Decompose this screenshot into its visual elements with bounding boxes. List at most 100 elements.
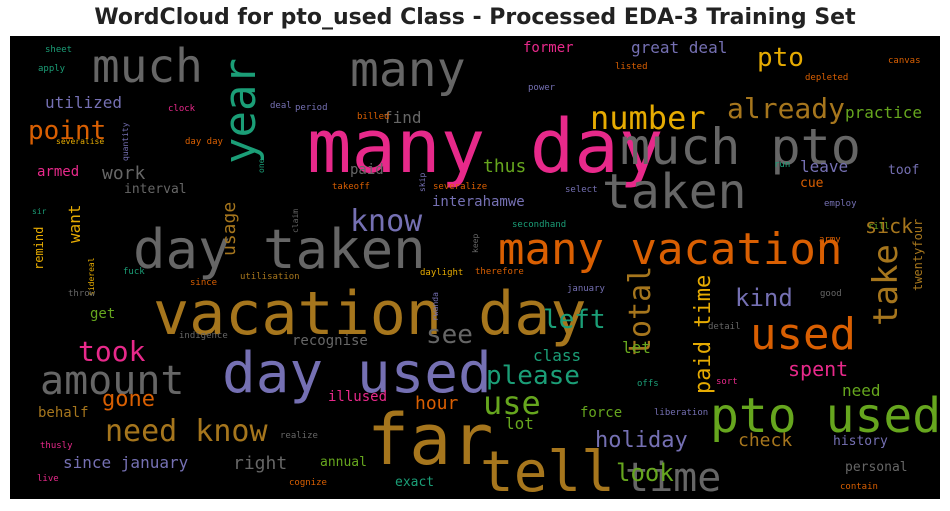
- cloud-word: holiday: [595, 428, 688, 453]
- cloud-word: deal: [270, 101, 292, 111]
- cloud-word: class: [533, 346, 581, 365]
- cloud-word: already: [727, 92, 845, 125]
- cloud-word: amount: [40, 358, 185, 404]
- cloud-word: cognize: [289, 478, 327, 488]
- cloud-word: many: [350, 42, 466, 98]
- cloud-word: select: [565, 185, 598, 195]
- cloud-word: severalise: [56, 137, 104, 146]
- cloud-word: rill: [868, 222, 890, 232]
- cloud-word: quantity: [121, 122, 130, 161]
- cloud-word: interval: [124, 182, 187, 197]
- cloud-word: hour: [415, 393, 459, 414]
- cloud-word: realize: [280, 431, 318, 441]
- cloud-word: thus: [483, 156, 526, 177]
- cloud-word: secondhand: [512, 220, 566, 230]
- cloud-word: army: [819, 235, 841, 245]
- cloud-word: sheet: [45, 45, 72, 55]
- cloud-word: tell: [480, 440, 615, 499]
- cloud-word: total: [623, 266, 658, 356]
- cloud-word: illused: [328, 389, 387, 405]
- cloud-word: keep: [471, 234, 480, 253]
- cloud-word: day day: [185, 137, 224, 147]
- cloud-word: period: [295, 103, 328, 113]
- cloud-word: detail: [708, 322, 741, 332]
- cloud-word: kind: [735, 284, 793, 312]
- cloud-word: behalf: [38, 405, 89, 421]
- cloud-word: right: [233, 453, 287, 474]
- cloud-word: need know: [105, 414, 268, 449]
- cloud-word: paid time: [691, 275, 716, 394]
- cloud-word: know: [350, 204, 423, 239]
- cloud-word: exact: [395, 475, 434, 490]
- cloud-word: apply: [38, 64, 66, 74]
- cloud-word: toof: [888, 163, 919, 178]
- cloud-word: day used: [222, 341, 492, 406]
- cloud-word: offs: [637, 379, 659, 389]
- cloud-word: work: [102, 163, 146, 184]
- cloud-word: rwanda: [431, 292, 440, 321]
- cloud-word: sir: [32, 207, 47, 216]
- word-cloud: many day vacation day day taken day used far…: [10, 36, 940, 499]
- cloud-word: point: [28, 116, 106, 146]
- cloud-word: listed: [615, 62, 648, 72]
- cloud-word: remind: [32, 227, 46, 270]
- cloud-word: skip: [418, 173, 427, 192]
- cloud-word: need: [842, 381, 881, 400]
- cloud-word: since: [190, 278, 217, 288]
- cloud-word: recognise: [292, 333, 368, 349]
- cloud-word: takeoff: [332, 182, 370, 192]
- cloud-word: fuck: [123, 267, 145, 277]
- cloud-word: employ: [824, 199, 857, 209]
- cloud-word: throw: [68, 289, 96, 299]
- cloud-word: check: [738, 430, 792, 451]
- cloud-word: day taken: [133, 218, 426, 281]
- cloud-word: lot: [505, 414, 534, 433]
- cloud-word: taken: [602, 164, 747, 220]
- cloud-word: leave: [800, 157, 848, 176]
- cloud-word: see: [426, 320, 473, 350]
- cloud-word: power: [528, 83, 556, 93]
- cloud-word: interahamwe: [432, 194, 525, 210]
- cloud-word: thusly: [40, 441, 73, 451]
- cloud-word: please: [486, 361, 580, 391]
- cloud-word: usage: [219, 202, 240, 256]
- cloud-word: one: [257, 158, 266, 173]
- cloud-word: spent: [788, 357, 848, 381]
- cloud-word: vacation day: [153, 279, 586, 349]
- cloud-word: get: [90, 306, 115, 322]
- cloud-word: cue: [800, 176, 824, 191]
- cloud-word: run: [774, 160, 790, 170]
- cloud-word: contain: [840, 482, 878, 492]
- cloud-word: practice: [845, 103, 922, 122]
- cloud-word: indigence: [179, 331, 228, 341]
- cloud-word: paid: [350, 162, 384, 178]
- cloud-word: january: [567, 284, 606, 294]
- cloud-word: used: [750, 309, 856, 360]
- cloud-word: live: [37, 474, 59, 484]
- cloud-word: personal: [845, 460, 908, 475]
- cloud-word: time: [625, 455, 721, 499]
- cloud-word: want: [65, 204, 84, 243]
- cloud-word: severalize: [433, 182, 487, 192]
- cloud-word: billed: [357, 112, 390, 122]
- cloud-word: let: [622, 338, 651, 357]
- cloud-word: number: [590, 99, 706, 137]
- cloud-word: pto: [757, 43, 804, 73]
- cloud-word: therefore: [475, 267, 524, 277]
- cloud-word: far: [367, 399, 493, 481]
- cloud-word: daylight: [420, 268, 463, 278]
- cloud-word: former: [523, 40, 574, 56]
- chart-title: WordCloud for pto_used Class - Processed…: [94, 5, 856, 30]
- cloud-word: annual: [320, 455, 367, 470]
- cloud-word: sidereal: [87, 257, 96, 296]
- cloud-word: sick: [865, 214, 913, 238]
- cloud-word: good: [820, 289, 842, 299]
- cloud-word: force: [580, 405, 622, 421]
- cloud-word: utilized: [45, 93, 122, 112]
- cloud-word: look: [616, 459, 674, 487]
- cloud-word: find: [383, 108, 422, 127]
- cloud-word: since january: [63, 453, 189, 472]
- cloud-word: clock: [168, 104, 196, 114]
- cloud-word: year: [215, 58, 266, 164]
